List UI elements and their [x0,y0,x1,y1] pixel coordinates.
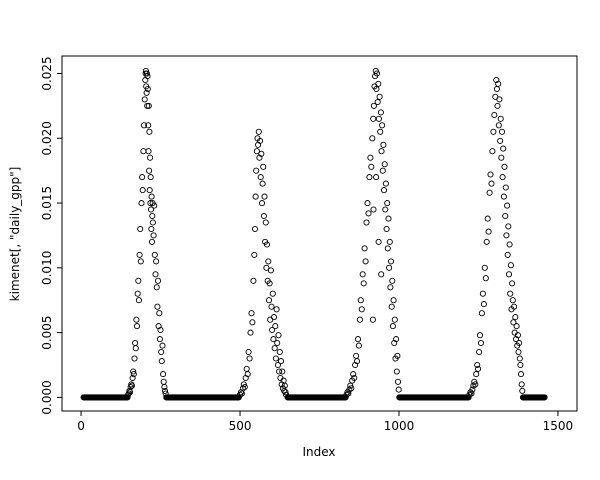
svg-text:0.000: 0.000 [40,380,54,414]
svg-text:0.005: 0.005 [40,315,54,349]
svg-text:500: 500 [229,419,252,433]
svg-text:1000: 1000 [384,419,415,433]
plot-box [61,55,578,412]
x-axis-label: Index [302,445,335,459]
svg-text:0.020: 0.020 [40,121,54,155]
svg-text:0.015: 0.015 [40,186,54,220]
y-axis-ticks: 0.000 0.005 0.010 0.015 0.020 0.025 [40,56,62,415]
svg-text:0.025: 0.025 [40,56,54,90]
scatter-points [80,67,548,401]
svg-text:0.010: 0.010 [40,251,54,285]
y-axis-label: kimenet[, "daily_gpp"] [8,167,22,302]
x-axis-ticks: 0 500 1000 1500 [77,411,573,433]
svg-text:0: 0 [77,419,85,433]
svg-text:1500: 1500 [543,419,574,433]
